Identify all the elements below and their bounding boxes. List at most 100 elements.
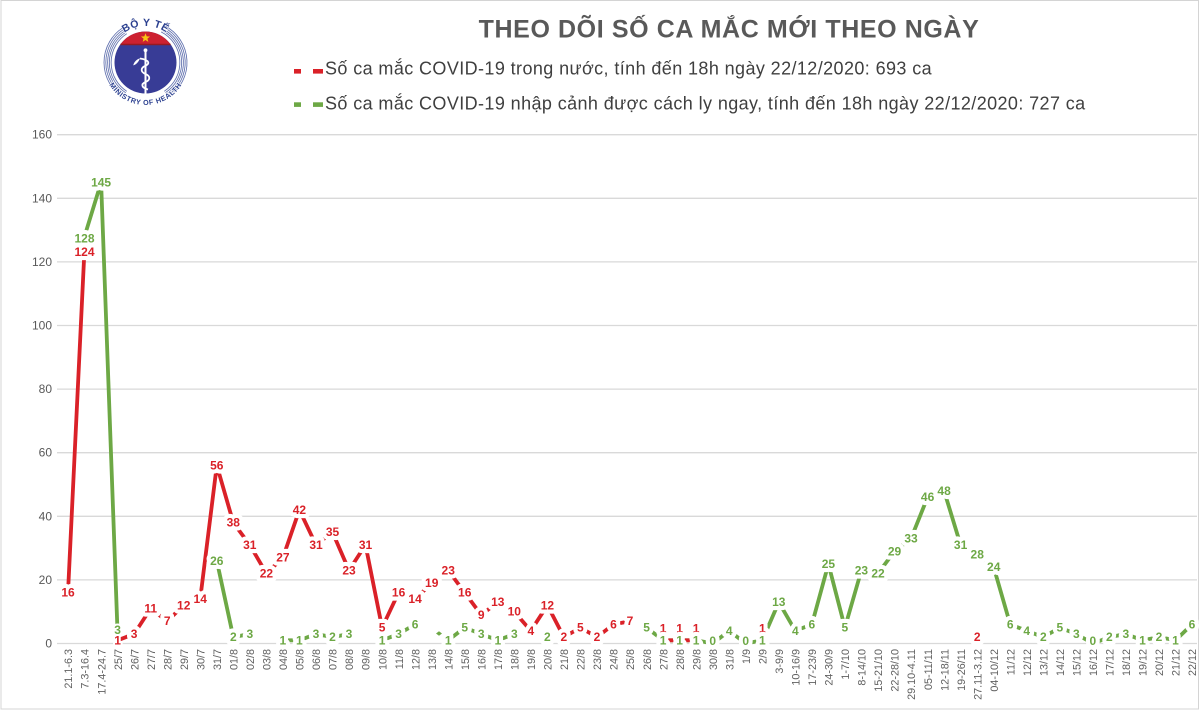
svg-text:11/12: 11/12 [1005, 649, 1017, 675]
svg-text:31: 31 [359, 538, 373, 552]
svg-text:29/7: 29/7 [179, 649, 191, 670]
svg-text:1: 1 [693, 633, 700, 647]
svg-text:38: 38 [227, 516, 241, 530]
svg-text:3-9/9: 3-9/9 [774, 649, 786, 674]
svg-text:9: 9 [478, 608, 485, 622]
svg-text:05-11/11: 05-11/11 [923, 649, 935, 690]
svg-text:6: 6 [1007, 617, 1014, 631]
svg-text:13: 13 [772, 595, 786, 609]
svg-text:12/12: 12/12 [1022, 649, 1034, 676]
svg-text:12-18/11: 12-18/11 [939, 649, 951, 691]
svg-text:128: 128 [74, 232, 94, 246]
svg-text:3: 3 [313, 627, 320, 641]
svg-text:2: 2 [561, 630, 568, 644]
svg-text:3: 3 [114, 623, 121, 637]
svg-text:31/7: 31/7 [212, 649, 224, 670]
svg-text:25/8: 25/8 [625, 649, 637, 670]
svg-text:06/8: 06/8 [311, 649, 323, 670]
svg-text:6: 6 [610, 617, 617, 631]
svg-text:2: 2 [1156, 630, 1163, 644]
svg-text:120: 120 [32, 255, 52, 269]
svg-text:0: 0 [1090, 634, 1097, 648]
svg-text:8-14/10: 8-14/10 [857, 649, 869, 686]
svg-text:19/12: 19/12 [1138, 649, 1150, 676]
svg-text:6: 6 [809, 617, 816, 631]
svg-text:7.3-16.4: 7.3-16.4 [80, 649, 92, 689]
svg-text:0: 0 [709, 634, 716, 648]
svg-text:14: 14 [194, 592, 208, 606]
svg-text:1: 1 [114, 633, 121, 647]
svg-text:31: 31 [243, 538, 257, 552]
svg-text:46: 46 [921, 490, 935, 504]
svg-text:05/8: 05/8 [295, 649, 307, 670]
svg-text:01/8: 01/8 [229, 649, 241, 670]
svg-text:12: 12 [177, 598, 191, 612]
svg-text:11/8: 11/8 [394, 649, 406, 669]
svg-text:15-21/10: 15-21/10 [873, 649, 885, 692]
svg-text:1-7/10: 1-7/10 [840, 649, 852, 680]
svg-text:21/12: 21/12 [1171, 649, 1183, 676]
svg-text:100: 100 [32, 319, 52, 333]
svg-text:28: 28 [971, 548, 985, 562]
svg-text:0: 0 [45, 637, 52, 651]
svg-text:31: 31 [954, 538, 968, 552]
svg-text:19-26/11: 19-26/11 [956, 649, 968, 691]
svg-text:56: 56 [210, 458, 224, 472]
svg-text:42: 42 [293, 503, 307, 517]
svg-text:26/8: 26/8 [642, 649, 654, 670]
svg-text:5: 5 [842, 621, 849, 635]
svg-text:27.11-3.12: 27.11-3.12 [972, 649, 984, 700]
svg-text:21.1-6.3: 21.1-6.3 [63, 649, 75, 689]
svg-text:14: 14 [408, 592, 422, 606]
svg-text:14/8: 14/8 [443, 649, 455, 670]
svg-text:4: 4 [792, 624, 799, 638]
svg-text:18/12: 18/12 [1121, 649, 1133, 676]
svg-text:19: 19 [425, 576, 439, 590]
svg-text:17/12: 17/12 [1105, 649, 1117, 676]
svg-text:Số ca mắc COVID-19 nhập cảnh đ: Số ca mắc COVID-19 nhập cảnh được cách l… [325, 93, 1086, 114]
svg-text:24: 24 [987, 560, 1001, 574]
svg-text:29: 29 [888, 544, 902, 558]
svg-text:16: 16 [392, 586, 406, 600]
svg-text:7: 7 [627, 614, 634, 628]
svg-text:1: 1 [296, 633, 303, 647]
svg-text:5: 5 [1056, 621, 1063, 635]
svg-text:4: 4 [527, 624, 534, 638]
svg-text:29/8: 29/8 [691, 649, 703, 670]
svg-text:3: 3 [511, 627, 518, 641]
svg-text:2: 2 [329, 630, 336, 644]
svg-text:12: 12 [541, 598, 555, 612]
svg-text:26: 26 [210, 554, 224, 568]
svg-text:3: 3 [478, 627, 485, 641]
svg-text:31/8: 31/8 [724, 649, 736, 670]
svg-text:08/8: 08/8 [344, 649, 356, 670]
svg-text:40: 40 [39, 509, 53, 523]
svg-text:1: 1 [1172, 633, 1179, 647]
svg-text:1: 1 [379, 633, 386, 647]
svg-text:160: 160 [32, 128, 52, 142]
svg-text:25: 25 [822, 557, 836, 571]
svg-text:5: 5 [643, 621, 650, 635]
svg-text:20/12: 20/12 [1154, 649, 1166, 676]
svg-text:4: 4 [726, 624, 733, 638]
svg-text:17/8: 17/8 [493, 649, 505, 670]
svg-text:13: 13 [491, 595, 505, 609]
svg-text:27/8: 27/8 [658, 649, 670, 670]
svg-text:22/12: 22/12 [1187, 649, 1199, 676]
svg-text:35: 35 [326, 525, 340, 539]
svg-text:3: 3 [1073, 627, 1080, 641]
svg-text:5: 5 [461, 621, 468, 635]
svg-text:31: 31 [309, 538, 323, 552]
svg-text:1: 1 [660, 633, 667, 647]
svg-text:THEO DÕI SỐ CA MẮC MỚI THEO NG: THEO DÕI SỐ CA MẮC MỚI THEO NGÀY [479, 14, 980, 44]
svg-text:16/8: 16/8 [476, 649, 488, 670]
svg-text:7: 7 [164, 614, 171, 628]
svg-text:13/8: 13/8 [427, 649, 439, 670]
svg-text:6: 6 [412, 617, 419, 631]
svg-text:4: 4 [1023, 624, 1030, 638]
svg-text:22-28/10: 22-28/10 [890, 649, 902, 692]
svg-text:18/8: 18/8 [510, 649, 522, 670]
svg-text:BỘ Y TẾ: BỘ Y TẾ [120, 17, 172, 36]
svg-text:6: 6 [1189, 617, 1196, 631]
svg-text:2: 2 [1106, 630, 1113, 644]
